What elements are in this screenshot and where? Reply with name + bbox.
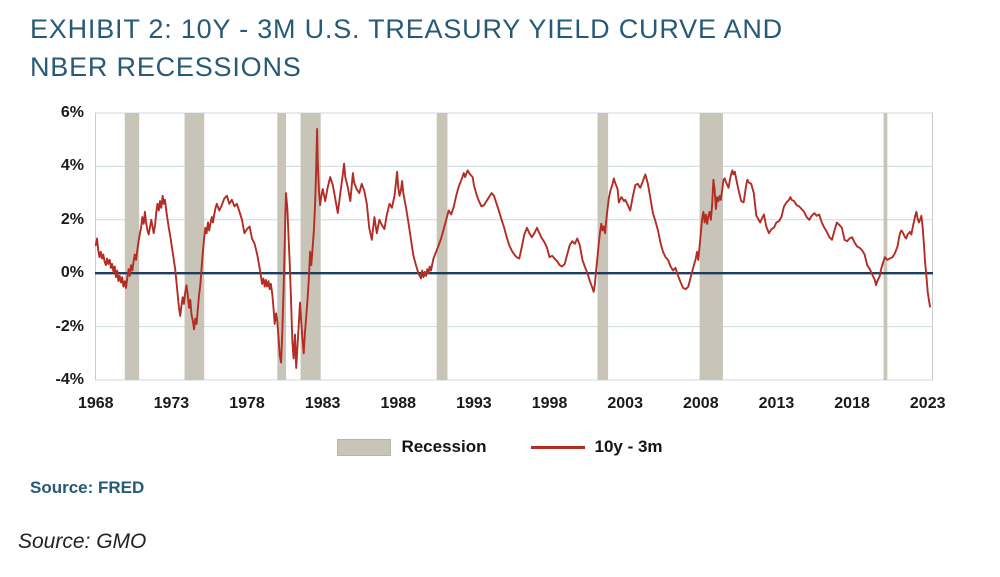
spread-label: 10y - 3m — [594, 437, 663, 456]
chart-title-line1: EXHIBIT 2: 10Y - 3M U.S. TREASURY YIELD … — [30, 14, 783, 44]
recession-swatch — [337, 438, 392, 456]
x-tick-label: 2003 — [607, 395, 643, 412]
recession-band — [277, 113, 287, 380]
y-tick-label: 4% — [60, 157, 84, 175]
y-tick-label: 0% — [60, 264, 84, 282]
recession-label: Recession — [401, 437, 487, 456]
x-tick-label: 1983 — [304, 395, 341, 412]
plot-area — [94, 112, 933, 381]
yield-curve-svg — [94, 112, 933, 381]
y-tick-label: -4% — [55, 371, 84, 388]
x-tick-label: 2008 — [683, 395, 719, 412]
x-tick-label: 1978 — [229, 395, 265, 412]
y-tick-label: -2% — [55, 317, 84, 335]
y-tick-label: 6% — [60, 104, 84, 121]
y-tick-label: 2% — [60, 210, 84, 228]
legend-item-spread: 10y - 3m — [530, 437, 663, 457]
x-tick-label: 2023 — [909, 395, 946, 412]
x-tick-label: 2018 — [834, 395, 870, 412]
x-tick-label: 2013 — [758, 395, 795, 412]
x-tick-label: 1973 — [153, 395, 190, 412]
recession-band — [699, 113, 723, 380]
x-tick-label: 1988 — [380, 395, 417, 412]
x-tick-label: 1968 — [77, 395, 114, 412]
chart-legend: Recession 10y - 3m — [0, 434, 1000, 460]
spread-line — [94, 128, 931, 369]
recession-band — [597, 113, 609, 380]
source-fred: Source: FRED — [30, 478, 145, 497]
legend-item-recession: Recession — [337, 437, 487, 457]
x-tick-label: 1993 — [456, 395, 492, 412]
recession-band — [436, 113, 448, 380]
yield-curve-chart: 6% 4% 2% 0% -2% -4% 1968 1973 1978 1983 1988 1993 1… — [0, 98, 1000, 428]
source-gmo: Source: GMO — [18, 530, 147, 553]
recession-band — [184, 113, 205, 380]
recession-band — [124, 113, 140, 380]
spread-line-swatch — [530, 445, 585, 449]
recession-band — [883, 113, 888, 380]
chart-title-line2: NBER RECESSIONS — [30, 52, 302, 82]
x-tick-label: 1998 — [531, 395, 568, 412]
chart-title: EXHIBIT 2: 10Y - 3M U.S. TREASURY YIELD … — [30, 10, 970, 86]
